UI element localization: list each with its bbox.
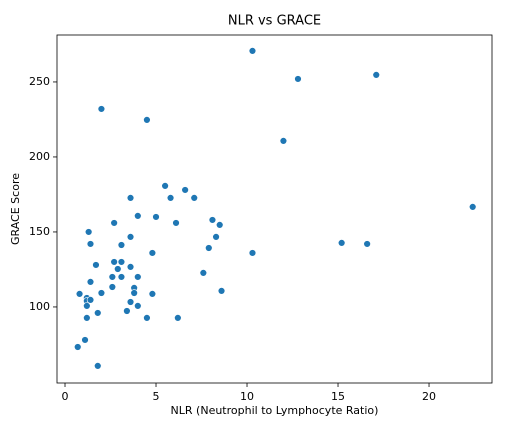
y-tick-label: 200: [29, 150, 50, 163]
point: [212, 233, 220, 241]
point: [126, 263, 135, 271]
point: [181, 186, 189, 194]
point: [134, 273, 142, 281]
point: [216, 221, 224, 229]
y-axis-label: GRACE Score: [9, 173, 22, 245]
point: [108, 283, 117, 291]
point: [74, 343, 82, 351]
point: [117, 241, 126, 249]
y-tick-label: 150: [29, 225, 50, 238]
point: [208, 216, 217, 224]
point: [161, 182, 169, 190]
point: [84, 228, 93, 236]
point: [126, 298, 135, 306]
plot-frame: [56, 34, 493, 384]
point: [110, 258, 118, 266]
x-tick-label: 10: [240, 390, 254, 403]
point: [92, 261, 100, 269]
point: [148, 249, 157, 257]
point: [294, 75, 302, 83]
point: [114, 265, 122, 273]
point: [130, 289, 138, 297]
x-tick-label: 20: [422, 390, 436, 403]
point: [337, 239, 346, 247]
point: [86, 278, 95, 286]
point: [217, 287, 226, 295]
point: [81, 336, 89, 344]
point: [83, 314, 91, 322]
point: [279, 137, 288, 145]
point: [248, 47, 257, 55]
chart-title: NLR vs GRACE: [228, 14, 321, 29]
point: [86, 240, 95, 248]
point: [205, 244, 213, 252]
point: [174, 314, 182, 322]
point: [86, 296, 95, 304]
point: [363, 240, 371, 248]
point: [83, 302, 91, 310]
x-axis-label: NLR (Neutrophil to Lymphocyte Ratio): [171, 404, 379, 417]
point: [134, 212, 142, 220]
point: [94, 309, 102, 317]
point: [123, 307, 131, 315]
point: [166, 194, 175, 202]
point: [469, 203, 477, 211]
point: [126, 194, 135, 202]
point: [148, 290, 157, 298]
point: [126, 233, 135, 241]
point: [97, 105, 106, 113]
point: [143, 314, 151, 322]
point: [108, 273, 117, 281]
point: [190, 194, 198, 202]
x-tick-label: 0: [62, 390, 69, 403]
point: [152, 213, 160, 221]
point: [110, 219, 118, 227]
x-tick-label: 15: [331, 390, 345, 403]
point: [117, 273, 126, 281]
point: [143, 116, 151, 124]
point: [117, 258, 126, 266]
y-tick-label: 100: [29, 300, 50, 313]
x-tick-label: 5: [153, 390, 160, 403]
point: [97, 289, 106, 297]
point: [372, 71, 380, 79]
y-tick-label: 250: [29, 75, 50, 88]
point: [248, 249, 257, 257]
point: [172, 219, 180, 227]
point: [199, 269, 208, 277]
point: [94, 362, 102, 370]
point: [75, 290, 84, 298]
point: [134, 302, 142, 310]
